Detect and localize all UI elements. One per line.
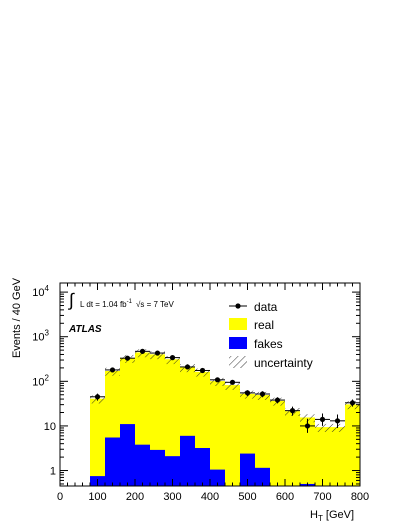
y-tick-label: 10 xyxy=(44,421,56,433)
legend-entry-real: real xyxy=(229,318,274,332)
x-tick-label: 100 xyxy=(88,491,106,503)
bar-fakes xyxy=(165,456,180,486)
bar-real xyxy=(285,411,300,486)
bar-fakes xyxy=(195,447,210,486)
bar-real xyxy=(330,427,345,486)
data-point xyxy=(304,423,311,429)
axes-layer: 0 100 200 300 400 500 600 700 800 1 10 102 103 104 xyxy=(32,283,369,503)
legend-data-marker xyxy=(235,303,241,309)
lumi-annotation: ∫ L dt = 1.04 fb-1 √s = 7 TeV xyxy=(67,290,174,310)
bar-real xyxy=(255,395,270,486)
bar-fakes xyxy=(150,449,165,486)
data-point xyxy=(199,367,206,374)
legend-swatch-fakes xyxy=(229,337,247,349)
legend-label-fakes: fakes xyxy=(254,337,283,351)
bar-real xyxy=(225,385,240,486)
bar-fakes xyxy=(255,467,270,486)
lumi-text: L dt = 1.04 fb-1 √s = 7 TeV xyxy=(80,299,174,309)
uncertainty-band xyxy=(315,423,330,432)
legend-swatch-uncertainty xyxy=(229,356,247,368)
x-tick-label: 0 xyxy=(57,491,63,503)
data-point xyxy=(319,416,326,423)
legend-entry-uncertainty: uncertainty xyxy=(229,356,313,370)
bar-real xyxy=(90,398,105,486)
y-axis-label: Events / 40 GeV xyxy=(11,277,23,358)
data-point xyxy=(289,408,296,414)
data-point xyxy=(244,390,251,396)
legend-label-data: data xyxy=(254,300,278,314)
y-tick-label: 103 xyxy=(32,329,49,344)
x-tick-label: 400 xyxy=(201,491,219,503)
data-point xyxy=(109,367,116,373)
uncertainty-band xyxy=(300,414,315,423)
bar-fakes xyxy=(210,469,225,486)
bar-fakes xyxy=(120,424,135,486)
data-point xyxy=(154,350,161,356)
bar-real xyxy=(300,417,315,486)
y-tick-label: 104 xyxy=(32,284,49,299)
y-tick-label: 102 xyxy=(32,373,49,388)
x-tick-label: 200 xyxy=(126,491,144,503)
x-tick-label: 700 xyxy=(313,491,331,503)
bar-fakes xyxy=(180,435,195,486)
data-point xyxy=(274,397,281,403)
data-point xyxy=(229,379,236,385)
x-tick-label: 500 xyxy=(238,491,256,503)
lumi-integral-sign: ∫ xyxy=(67,290,75,310)
x-tick-label: 600 xyxy=(276,491,294,503)
y-tick-label: 1 xyxy=(50,466,56,478)
data-point xyxy=(94,394,101,400)
histogram-layer xyxy=(90,349,360,486)
data-point xyxy=(349,400,356,406)
bar-real xyxy=(165,359,180,486)
data-point xyxy=(334,418,341,424)
data-point xyxy=(214,377,221,383)
x-tick-label: 800 xyxy=(351,491,369,503)
data-point xyxy=(169,355,176,361)
atlas-label: ATLAS xyxy=(68,324,102,335)
data-point xyxy=(259,391,266,397)
bar-fakes xyxy=(105,437,120,486)
bar-real xyxy=(315,427,330,486)
uncertainty-band xyxy=(225,381,240,390)
legend-label-uncertainty: uncertainty xyxy=(254,356,313,370)
bar-fakes xyxy=(240,453,255,486)
legend-swatch-real xyxy=(229,318,247,330)
data-point xyxy=(184,364,191,370)
x-axis-label: HT [GeV] xyxy=(310,509,354,523)
bar-real xyxy=(210,381,225,486)
legend-entry-data: data xyxy=(229,300,278,314)
bar-real xyxy=(345,404,360,486)
bar-fakes xyxy=(135,444,150,486)
data-points-layer xyxy=(90,348,360,433)
data-point xyxy=(139,348,146,354)
data-point xyxy=(124,355,131,361)
x-tick-label: 300 xyxy=(163,491,181,503)
legend: data real fakes uncertainty xyxy=(229,300,313,370)
legend-entry-fakes: fakes xyxy=(229,337,283,351)
bar-real xyxy=(270,400,285,486)
legend-label-real: real xyxy=(254,318,274,332)
